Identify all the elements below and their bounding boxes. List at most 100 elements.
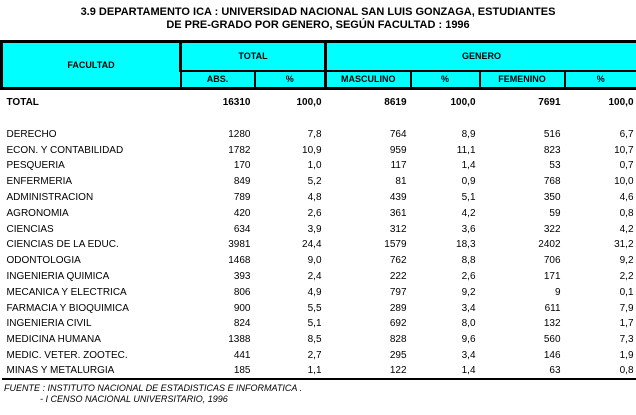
row-value: 31,2 bbox=[614, 239, 634, 251]
total-row-value: 16310 bbox=[222, 96, 251, 108]
row-value: 0,7 bbox=[619, 160, 634, 172]
row-value: 806 bbox=[233, 286, 251, 298]
row-value: 1,7 bbox=[619, 318, 634, 330]
row-value: 1579 bbox=[384, 239, 407, 251]
row-value: 5,5 bbox=[307, 302, 322, 314]
table-row: ADMINISTRACION 789 4,8 439 5,1 350 4,6 bbox=[2, 190, 636, 206]
row-label: MEDICINA HUMANA bbox=[6, 334, 101, 346]
table-row: ODONTOLOGIA 1468 9,0 762 8,8 706 9,2 bbox=[2, 253, 636, 269]
row-value: 2402 bbox=[538, 239, 561, 251]
table-title-line-2: DE PRE-GRADO POR GENERO, SEGÚN FACULTAD … bbox=[166, 19, 470, 31]
table-row: ECON. Y CONTABILIDAD 1782 10,9 959 11,1 823 10… bbox=[2, 142, 636, 158]
row-value: 441 bbox=[233, 350, 251, 362]
column-header-total-pct: % bbox=[253, 69, 327, 90]
row-value: 2,2 bbox=[619, 271, 634, 283]
table-row: ENFERMERIA 849 5,2 81 0,9 768 10,0 bbox=[2, 174, 636, 190]
row-value: 289 bbox=[389, 302, 407, 314]
source-note-line-1: FUENTE : INSTITUTO NACIONAL DE ESTADISTI… bbox=[4, 383, 303, 394]
row-value: 824 bbox=[233, 318, 251, 330]
row-value: 560 bbox=[543, 334, 561, 346]
table-body: TOTAL 16310 100,0 8619 100,0 7691 100,0 … bbox=[1, 89, 636, 381]
row-value: 5,2 bbox=[307, 176, 322, 188]
row-label: MEDIC. VETER. ZOOTEC. bbox=[6, 350, 128, 362]
table-row: CIENCIAS 634 3,9 312 3,6 322 4,2 bbox=[2, 221, 636, 237]
row-value: 797 bbox=[389, 286, 407, 298]
row-label: ENFERMERIA bbox=[6, 176, 73, 188]
row-value: 10,7 bbox=[614, 144, 634, 156]
row-value: 53 bbox=[549, 160, 561, 172]
row-value: 132 bbox=[543, 318, 561, 330]
row-value: 764 bbox=[389, 128, 407, 140]
row-value: 170 bbox=[233, 160, 251, 172]
row-value: 146 bbox=[543, 350, 561, 362]
row-label: PESQUERIA bbox=[6, 160, 65, 172]
table-row: MEDICINA HUMANA 1388 8,5 828 9,6 560 7,3 bbox=[2, 332, 636, 348]
row-value: 7,9 bbox=[619, 302, 634, 314]
row-value: 0,1 bbox=[619, 286, 634, 298]
row-value: 2,6 bbox=[461, 271, 476, 283]
row-value: 9,2 bbox=[619, 255, 634, 267]
table-title: 3.9 DEPARTAMENTO ICA : UNIVERSIDAD NACIO… bbox=[0, 0, 636, 32]
row-label: CIENCIAS DE LA EDUC. bbox=[6, 239, 119, 251]
row-value: 692 bbox=[389, 318, 407, 330]
row-value: 959 bbox=[389, 144, 407, 156]
row-value: 9,6 bbox=[461, 334, 476, 346]
row-value: 1,1 bbox=[254, 363, 326, 381]
row-label: DERECHO bbox=[6, 128, 57, 140]
row-value: 11,1 bbox=[456, 144, 476, 156]
row-label: INGENIERIA CIVIL bbox=[6, 318, 92, 330]
row-value: 516 bbox=[543, 128, 561, 140]
table-row: CIENCIAS DE LA EDUC. 3981 24,4 1579 18,3 2402… bbox=[2, 237, 636, 253]
table-row: INGENIERIA CIVIL 824 5,1 692 8,0 132 1,7 bbox=[2, 316, 636, 332]
row-value: 3,6 bbox=[461, 223, 476, 235]
row-value: 18,3 bbox=[456, 239, 476, 251]
row-value: 122 bbox=[325, 363, 411, 381]
row-value: 9,0 bbox=[307, 255, 322, 267]
row-value: 789 bbox=[233, 192, 251, 204]
row-value: 81 bbox=[395, 176, 407, 188]
row-value: 9,2 bbox=[461, 286, 476, 298]
table-row: INGENIERIA QUIMICA 393 2,4 222 2,6 171 2,2 bbox=[2, 269, 636, 285]
column-header-masculino-pct: % bbox=[409, 69, 481, 90]
row-value: 8,9 bbox=[461, 128, 476, 140]
row-value: 4,9 bbox=[307, 286, 322, 298]
row-value: 420 bbox=[233, 207, 251, 219]
row-value: 768 bbox=[543, 176, 561, 188]
row-value: 1,4 bbox=[461, 160, 476, 172]
column-header-facultad: FACULTAD bbox=[0, 40, 182, 90]
row-value: 3,4 bbox=[461, 302, 476, 314]
row-label: INGENIERIA QUIMICA bbox=[6, 271, 110, 283]
row-value: 0,8 bbox=[619, 207, 634, 219]
row-value: 1782 bbox=[228, 144, 251, 156]
row-value: 6,7 bbox=[619, 128, 634, 140]
row-value: 3,9 bbox=[307, 223, 322, 235]
source-note-line-2: - I CENSO NACIONAL UNIVERSITARIO, 1996 bbox=[40, 394, 228, 405]
row-value: 10,0 bbox=[614, 176, 634, 188]
statistics-table: FACULTAD TOTAL GENERO ABS. % MASCULINO %… bbox=[0, 40, 636, 381]
row-value: 1468 bbox=[228, 255, 251, 267]
row-value: 24,4 bbox=[302, 239, 322, 251]
row-value: 611 bbox=[544, 302, 561, 314]
table-row: MEDIC. VETER. ZOOTEC. 441 2,7 295 3,4 146 1,9 bbox=[2, 348, 636, 364]
column-header-femenino: FEMENINO bbox=[478, 69, 566, 90]
row-label: AGRONOMIA bbox=[6, 207, 69, 219]
total-row-value: 100,0 bbox=[608, 96, 634, 108]
row-value: 312 bbox=[389, 223, 407, 235]
row-value: 439 bbox=[389, 192, 407, 204]
row-value: 706 bbox=[543, 255, 561, 267]
row-value: 185 bbox=[180, 363, 255, 381]
row-value: 1,0 bbox=[307, 160, 322, 172]
row-value: 828 bbox=[389, 334, 407, 346]
header-group-row: FACULTAD TOTAL GENERO bbox=[0, 40, 636, 90]
row-value: 7,3 bbox=[619, 334, 634, 346]
row-value: 361 bbox=[389, 207, 407, 219]
row-value: 5,1 bbox=[461, 192, 476, 204]
row-value: 4,2 bbox=[461, 207, 476, 219]
row-value: 9 bbox=[554, 286, 561, 298]
total-row-label: TOTAL bbox=[6, 96, 39, 108]
row-value: 762 bbox=[389, 255, 407, 267]
table-row: PESQUERIA 170 1,0 117 1,4 53 0,7 bbox=[2, 158, 636, 174]
row-value: 2,6 bbox=[307, 207, 322, 219]
spacer-cell bbox=[2, 115, 636, 127]
